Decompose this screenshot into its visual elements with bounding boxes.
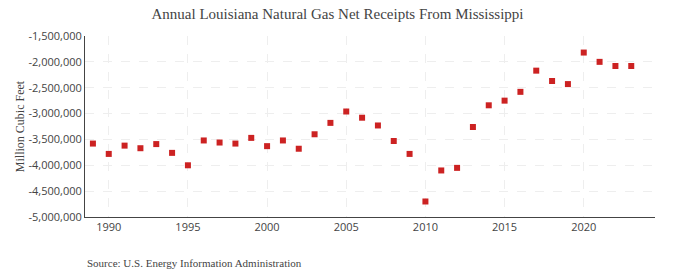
svg-text:-1,500,000: -1,500,000 — [29, 28, 82, 43]
svg-text:1990: 1990 — [96, 219, 121, 234]
svg-text:2000: 2000 — [254, 219, 279, 234]
svg-text:-2,500,000: -2,500,000 — [29, 80, 82, 95]
svg-text:-2,000,000: -2,000,000 — [29, 54, 82, 69]
svg-text:Source: U.S. Energy Informatio: Source: U.S. Energy Information Administ… — [87, 257, 302, 269]
svg-text:-4,000,000: -4,000,000 — [29, 157, 82, 172]
svg-text:2020: 2020 — [571, 219, 596, 234]
svg-text:2015: 2015 — [492, 219, 517, 234]
svg-text:2010: 2010 — [413, 219, 438, 234]
svg-text:1995: 1995 — [175, 219, 200, 234]
svg-text:Annual Louisiana Natural Gas N: Annual Louisiana Natural Gas Net Receipt… — [151, 6, 523, 22]
svg-text:Million Cubic Feet: Million Cubic Feet — [13, 80, 27, 172]
svg-text:-3,500,000: -3,500,000 — [29, 131, 82, 146]
svg-text:-3,000,000: -3,000,000 — [29, 105, 82, 120]
svg-text:-4,500,000: -4,500,000 — [29, 183, 82, 198]
svg-text:2005: 2005 — [334, 219, 359, 234]
svg-text:-5,000,000: -5,000,000 — [29, 209, 82, 224]
